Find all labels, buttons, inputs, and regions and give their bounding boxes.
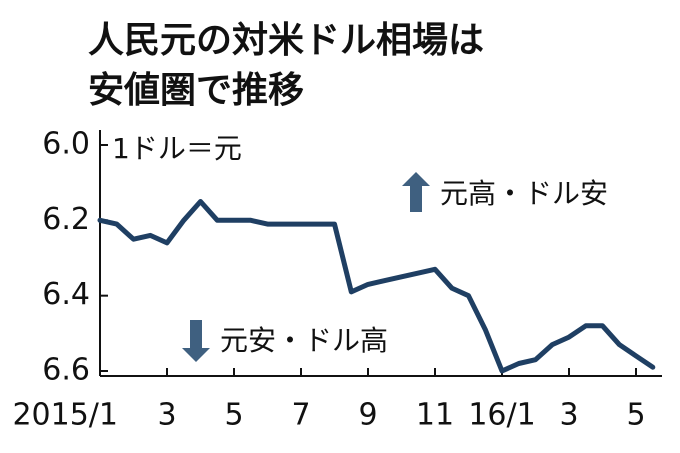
y-tick-label: 6.4 <box>42 277 90 312</box>
x-tick-label: 11 <box>416 398 454 433</box>
up-arrow <box>402 172 430 212</box>
x-tick-label: 2015/1 <box>12 398 118 433</box>
y-tick-label: 6.6 <box>42 353 90 388</box>
x-tick-label: 5 <box>224 398 243 433</box>
x-tick-label: 3 <box>157 398 176 433</box>
x-tick-label: 9 <box>358 398 377 433</box>
x-tick-label: 7 <box>291 398 310 433</box>
unit-label: 1ドル＝元 <box>112 132 242 165</box>
y-tick-label: 6.0 <box>42 127 90 162</box>
annotation: 元高・ドル安 <box>440 177 608 210</box>
down-arrow <box>182 320 210 362</box>
y-tick-label: 6.2 <box>42 202 90 237</box>
annotation: 元安・ドル高 <box>220 324 388 357</box>
x-tick-label: 16/1 <box>468 398 535 433</box>
chart-title: 人民元の対米ドル相場は <box>88 20 484 61</box>
chart-title: 安値圏で推移 <box>88 70 304 111</box>
x-tick-label: 5 <box>626 398 645 433</box>
line <box>97 199 656 374</box>
x-tick-label: 3 <box>559 398 578 433</box>
